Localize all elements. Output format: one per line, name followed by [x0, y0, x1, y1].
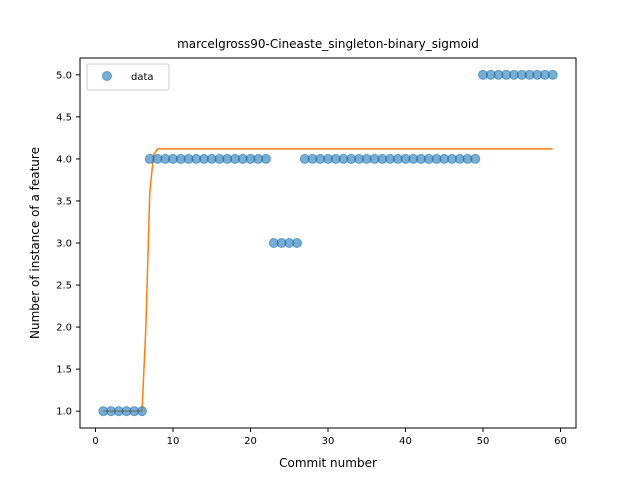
y-tick-label: 3.0: [56, 239, 72, 250]
x-tick-label: 20: [244, 436, 257, 447]
y-tick-label: 2.0: [56, 323, 72, 334]
x-tick-label: 30: [322, 436, 335, 447]
y-tick-label: 2.5: [56, 281, 72, 292]
y-tick-label: 4.0: [56, 154, 72, 165]
y-tick-label: 1.5: [56, 365, 72, 376]
y-tick-label: 4.5: [56, 112, 72, 123]
data-point: [293, 239, 302, 248]
x-tick-label: 0: [92, 436, 98, 447]
data-point: [548, 70, 557, 79]
legend-box: [87, 64, 169, 90]
x-axis-label: Commit number: [279, 456, 377, 470]
x-tick-label: 10: [167, 436, 180, 447]
x-tick-label: 40: [399, 436, 412, 447]
x-tick-label: 60: [554, 436, 567, 447]
data-point: [138, 407, 147, 416]
data-point: [471, 154, 480, 163]
y-tick-label: 1.0: [56, 407, 72, 418]
legend: data: [87, 64, 169, 90]
y-tick-label: 3.5: [56, 196, 72, 207]
y-axis-label: Number of instance of a feature: [28, 147, 42, 339]
chart-title: marcelgross90-Cineaste_singleton-binary_…: [177, 37, 479, 51]
x-tick-label: 50: [477, 436, 490, 447]
data-point: [262, 154, 271, 163]
y-tick-label: 5.0: [56, 70, 72, 81]
legend-label-data: data: [131, 72, 154, 83]
legend-marker-data: [103, 72, 112, 81]
